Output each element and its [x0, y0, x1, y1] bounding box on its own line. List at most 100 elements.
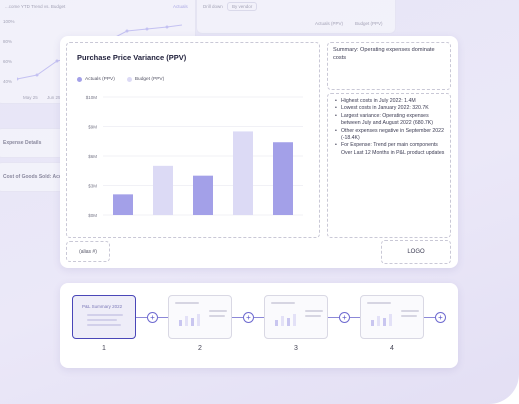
add-slide-button-1[interactable]: +	[147, 312, 158, 323]
summary-text: Summary: Operating expenses dominate cos…	[333, 47, 435, 61]
chart-title: Purchase Price Variance (PPV)	[77, 53, 187, 62]
chart-bar	[193, 175, 213, 215]
thumb-bar	[197, 314, 200, 326]
logo-placeholder[interactable]: LOGO	[381, 240, 451, 264]
insight-item: Largest variance: Operating expenses bet…	[333, 113, 445, 128]
connector-line	[136, 317, 148, 318]
thumb-bar	[383, 318, 386, 326]
thumb-bar	[377, 316, 380, 326]
connector-line	[350, 317, 360, 318]
insights-list: Highest costs in July 2022: 1.4M Lowest …	[333, 98, 445, 157]
insight-item: Other expenses negative in September 202…	[333, 128, 445, 143]
bg-trend-title: ...come YTD Trend vs. Budget	[5, 4, 66, 9]
logo-text: LOGO	[407, 249, 425, 255]
bg-axis-2: 80%	[3, 39, 13, 44]
thumb-title-line	[367, 302, 391, 304]
slide-number-3: 3	[294, 345, 298, 352]
connector-line	[424, 317, 436, 318]
bg-expense-title: Expense Details	[3, 140, 42, 146]
thumb-title-line	[175, 302, 199, 304]
chart-bar	[113, 194, 133, 215]
bg-cogs-title: Cost of Goods Sold: Acc...	[3, 174, 66, 180]
slide-thumbnail-1[interactable]: P&L Summary 2022	[72, 295, 136, 339]
thumb-text-line	[87, 314, 123, 316]
legend-swatch-budget	[126, 77, 132, 82]
thumb-bar	[281, 316, 284, 326]
slide-number-4: 4	[390, 345, 394, 352]
bg-grid-label: Drill down	[203, 4, 223, 9]
insight-item: Lowest costs in January 2022: 320.7K	[333, 105, 445, 113]
thumb-text-line	[209, 310, 227, 312]
y-tick-label: $6M	[88, 154, 97, 159]
summary-text-box[interactable]: Summary: Operating expenses dominate cos…	[327, 42, 451, 90]
add-slide-button-2[interactable]: +	[243, 312, 254, 323]
thumb-bar	[371, 320, 374, 326]
y-tick-label: $0M	[88, 213, 97, 218]
y-tick-label: $9M	[88, 124, 97, 129]
thumb-text-line	[87, 324, 121, 326]
thumb-title-line	[271, 302, 295, 304]
y-tick-label: $10M	[86, 95, 98, 100]
plus-icon: +	[150, 313, 155, 322]
connector-line	[158, 317, 168, 318]
slide-editor: Purchase Price Variance (PPV) Actuals (P…	[60, 36, 458, 268]
thumb-bar	[275, 320, 278, 326]
add-slide-button-3[interactable]: +	[339, 312, 350, 323]
bg-month-2: Jun 25	[47, 95, 61, 100]
thumb-bar	[293, 314, 296, 326]
thumb-bar	[191, 318, 194, 326]
chart-placeholder[interactable]: Purchase Price Variance (PPV) Actuals (P…	[66, 42, 320, 238]
insights-text-box[interactable]: Highest costs in July 2022: 1.4M Lowest …	[327, 93, 451, 238]
bg-legend-actuals: Actuals	[173, 4, 188, 9]
thumb-text-line	[401, 315, 417, 317]
chart-legend: Actuals (PPV) Budget (PPV)	[77, 77, 164, 82]
legend-swatch-actuals	[77, 77, 82, 82]
bg-legend-right-2: Budget (PPV)	[355, 21, 383, 26]
insight-item: Highest costs in July 2022: 1.4M	[333, 98, 445, 106]
thumb-bar	[185, 316, 188, 326]
slide-navigator: P&L Summary 2022 1 + 2 + 3 +	[60, 283, 458, 368]
plus-icon: +	[246, 313, 251, 322]
plus-icon: +	[342, 313, 347, 322]
alias-text: (alias #)	[79, 248, 97, 255]
bg-month-1: May 25	[23, 95, 38, 100]
thumb-text-line	[87, 319, 117, 321]
bg-grid-select: By vendor	[227, 2, 258, 11]
thumb-text-line	[401, 310, 419, 312]
thumb-bar	[179, 320, 182, 326]
connector-line	[254, 317, 264, 318]
thumb-bar	[287, 318, 290, 326]
legend-label-budget: Budget (PPV)	[134, 77, 165, 82]
bg-expense-panel: Expense Details	[0, 128, 66, 158]
y-tick-label: $3M	[88, 183, 97, 188]
legend-item-actuals: Actuals (PPV)	[77, 77, 115, 82]
chart-bar	[233, 131, 253, 215]
add-slide-button-4[interactable]: +	[435, 312, 446, 323]
bg-axis-1: 100%	[3, 19, 15, 24]
ppv-bar-chart: $0M $3M $6M $9M $10M	[86, 95, 303, 218]
alias-placeholder[interactable]: (alias #)	[66, 241, 110, 262]
slide-number-2: 2	[198, 345, 202, 352]
slide-thumbnail-2[interactable]	[168, 295, 232, 339]
chart-bar	[273, 142, 293, 215]
insight-item: For Expense: Trend per main components O…	[333, 142, 445, 157]
bg-legend-right-1: Actuals (PPV)	[315, 21, 344, 26]
legend-item-budget: Budget (PPV)	[126, 77, 165, 82]
slide-number-1: 1	[102, 345, 106, 352]
thumb-bar	[389, 314, 392, 326]
legend-label-actuals: Actuals (PPV)	[85, 77, 115, 82]
plus-icon: +	[438, 313, 443, 322]
bg-axis-3: 60%	[3, 59, 13, 64]
thumb-text-line	[305, 310, 323, 312]
thumb-text-line	[305, 315, 321, 317]
connector-line	[328, 317, 340, 318]
chart-bar	[153, 165, 173, 215]
bg-cogs-panel: Cost of Goods Sold: Acc...	[0, 162, 66, 192]
thumb-text-line	[209, 315, 225, 317]
bg-axis-4: 40%	[3, 79, 13, 84]
bg-grid-panel: Drill down By vendor Actuals (PPV) Budge…	[196, 0, 396, 34]
connector-line	[232, 317, 244, 318]
slide-thumbnail-4[interactable]	[360, 295, 424, 339]
slide-thumb-title: P&L Summary 2022	[82, 304, 123, 309]
slide-thumbnail-3[interactable]	[264, 295, 328, 339]
